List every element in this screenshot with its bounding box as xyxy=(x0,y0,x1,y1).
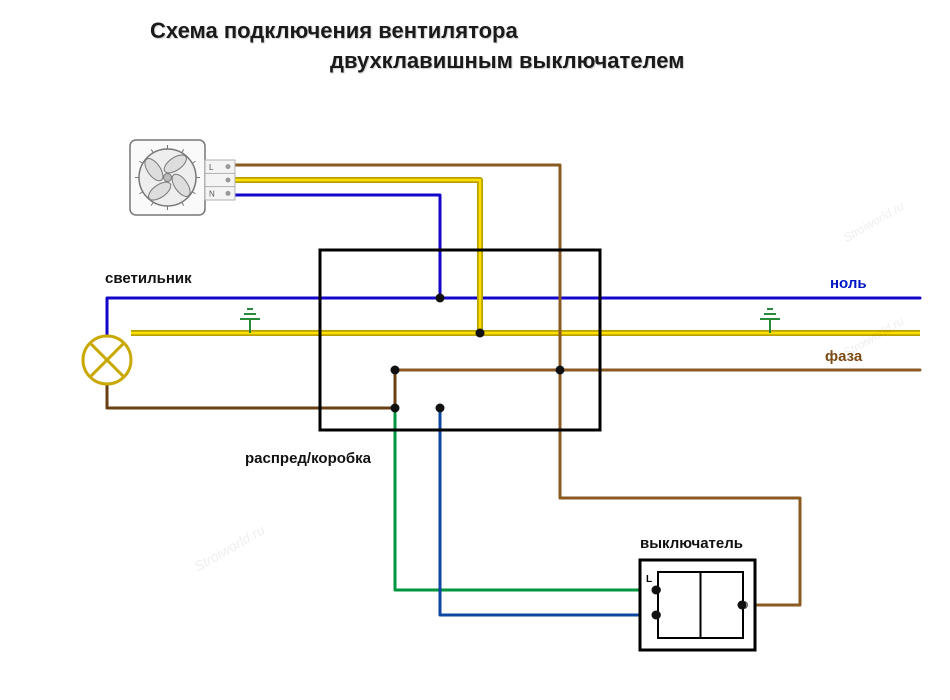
svg-text:N: N xyxy=(209,190,215,199)
svg-text:L: L xyxy=(646,574,652,585)
wiring-diagram: L N L xyxy=(0,0,950,700)
svg-text:L: L xyxy=(209,163,214,172)
